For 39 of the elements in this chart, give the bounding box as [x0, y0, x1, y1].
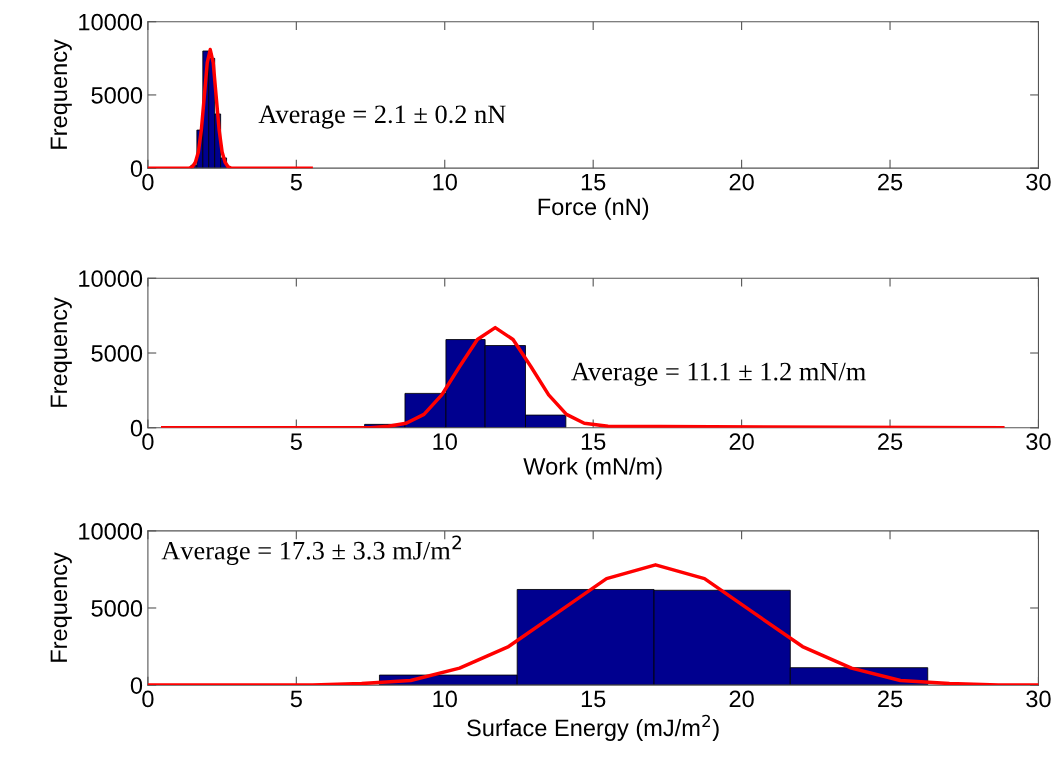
annotation: Average = 17.3 ± 3.3 mJ/m$^{2}$ — [161, 535, 461, 566]
x-tick-label: 5 — [290, 690, 302, 708]
y-tick-label: 5000 — [91, 345, 143, 362]
y-tick-label: 5000 — [91, 87, 143, 104]
x-tick-label: 0 — [142, 173, 154, 191]
x-tick-label: 25 — [878, 173, 903, 191]
x-tick-label: 10 — [433, 690, 457, 708]
y-tick-label: 0 — [130, 419, 143, 437]
x-tick-label: 0 — [142, 433, 154, 450]
x-tick-label: 15 — [581, 173, 606, 191]
annotation: Average = 2.1 ± 0.2 nN — [258, 105, 506, 129]
x-axis-title: Surface Energy (mJ/m$^{2}$) — [467, 714, 719, 741]
y-tick-label: 5000 — [91, 600, 143, 617]
y-tick-label: 0 — [130, 677, 143, 694]
y-axis-title: Frequency — [50, 552, 72, 662]
y-tick-label: 10000 — [79, 522, 143, 540]
x-tick-label: 0 — [142, 690, 154, 708]
x-tick-label: 5 — [290, 433, 302, 450]
y-tick-label: 0 — [130, 160, 143, 177]
x-tick-label: 15 — [581, 690, 606, 708]
y-axis-title: Frequency — [50, 297, 72, 407]
y-axis-title: Frequency — [50, 39, 72, 149]
annotation: Average = 11.1 ± 1.2 mN/m — [571, 362, 866, 386]
x-tick-label: 30 — [1026, 433, 1051, 450]
x-tick-label: 30 — [1026, 690, 1051, 708]
x-tick-label: 20 — [729, 173, 754, 191]
y-tick-label: 10000 — [79, 13, 143, 31]
x-tick-label: 25 — [878, 433, 903, 450]
x-tick-label: 30 — [1026, 173, 1051, 191]
x-tick-label: 20 — [729, 690, 754, 708]
x-tick-label: 20 — [729, 433, 754, 450]
x-axis-title: Work (mN/m) — [523, 457, 662, 480]
x-tick-label: 5 — [290, 173, 302, 191]
x-tick-label: 15 — [581, 433, 606, 450]
x-tick-label: 25 — [878, 690, 903, 708]
x-tick-label: 10 — [433, 433, 457, 450]
x-tick-label: 10 — [433, 173, 457, 191]
y-tick-label: 10000 — [79, 270, 143, 288]
x-axis-title: Force (nN) — [538, 197, 649, 220]
